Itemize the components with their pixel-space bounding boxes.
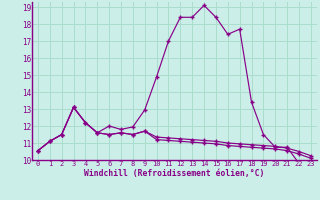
X-axis label: Windchill (Refroidissement éolien,°C): Windchill (Refroidissement éolien,°C) [84,169,265,178]
